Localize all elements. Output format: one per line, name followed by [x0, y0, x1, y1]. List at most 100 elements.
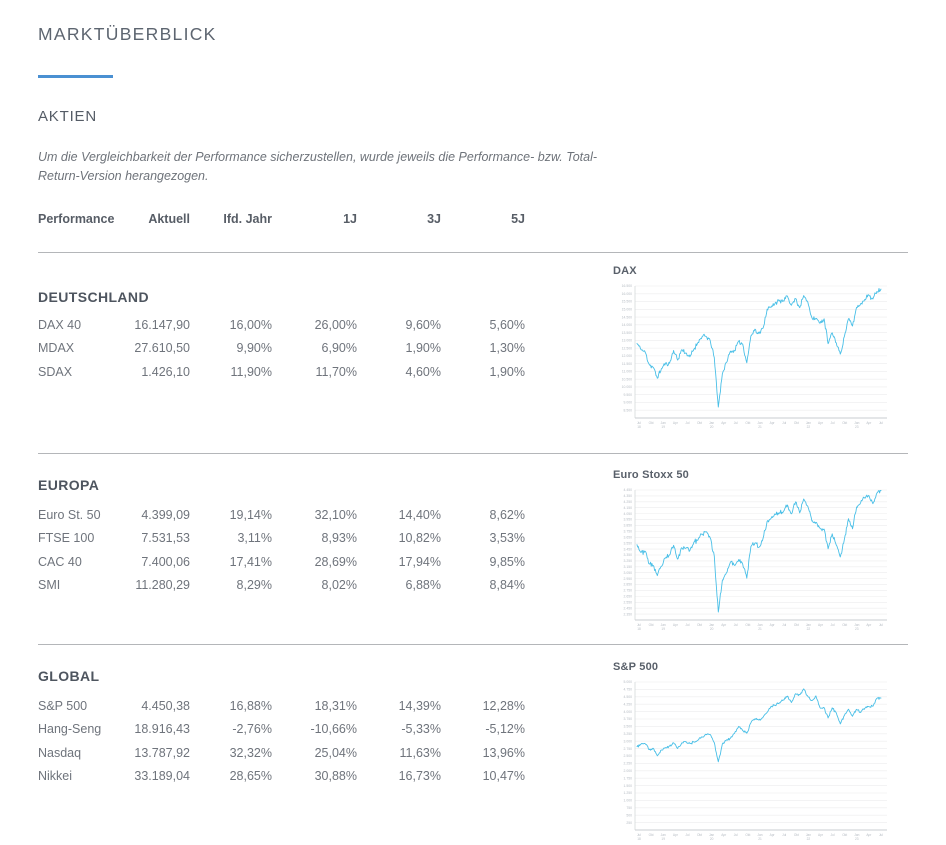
svg-text:Jan: Jan: [854, 421, 859, 425]
row-label: SMI: [38, 578, 61, 593]
col-header-performance: Performance: [38, 212, 115, 226]
cell-ifd-jahr: 28,65%: [229, 769, 272, 784]
svg-text:21: 21: [758, 627, 762, 631]
svg-text:2.650: 2.650: [624, 595, 633, 599]
svg-text:3.350: 3.350: [624, 553, 633, 557]
svg-text:Apr: Apr: [770, 421, 776, 425]
svg-text:2.500: 2.500: [624, 754, 633, 758]
page-title: MARKTÜBERBLICK: [38, 24, 217, 44]
cell-1j: -10,66%: [310, 722, 357, 737]
col-header-aktuell: Aktuell: [148, 212, 190, 226]
cell-1j: 18,31%: [314, 699, 357, 713]
svg-text:9.000: 9.000: [624, 401, 633, 405]
svg-text:Jan: Jan: [757, 623, 762, 627]
svg-text:1.750: 1.750: [624, 776, 633, 780]
group-heading-europa: EUROPA: [38, 477, 100, 493]
svg-text:4.750: 4.750: [624, 688, 633, 692]
svg-text:Jan: Jan: [661, 421, 666, 425]
row-label: Nikkei: [38, 769, 73, 784]
svg-text:3.000: 3.000: [624, 739, 633, 743]
title-accent-bar: [38, 75, 113, 78]
svg-text:5.000: 5.000: [624, 680, 633, 684]
svg-text:Apr: Apr: [770, 623, 776, 627]
svg-text:18: 18: [637, 627, 641, 631]
cell-5j: 1,30%: [489, 341, 525, 356]
table-row-cac-40: CAC 40 7.400,06 17,41% 28,69% 17,94% 9,85%: [38, 551, 565, 574]
svg-text:Apr: Apr: [673, 833, 679, 837]
svg-text:1.500: 1.500: [624, 784, 633, 788]
svg-text:Jul: Jul: [782, 833, 786, 837]
svg-text:2.850: 2.850: [624, 583, 633, 587]
svg-text:Jul: Jul: [637, 421, 641, 425]
svg-text:Apr: Apr: [721, 623, 727, 627]
svg-text:Jan: Jan: [806, 623, 811, 627]
row-label: S&P 500: [38, 699, 88, 713]
svg-text:Apr: Apr: [818, 623, 824, 627]
svg-text:Jul: Jul: [879, 421, 883, 425]
svg-text:Apr: Apr: [818, 833, 824, 837]
cell-3j: 17,94%: [398, 554, 441, 569]
cell-3j: 10,82%: [398, 531, 441, 546]
svg-text:3.750: 3.750: [624, 530, 633, 534]
row-label: DAX 40: [38, 318, 82, 332]
svg-text:20: 20: [710, 627, 714, 631]
market-group-deutschland: DEUTSCHLAND DAX 40 16.147,90 16,00% 26,00% 9,…: [38, 252, 908, 453]
svg-text:Jul: Jul: [685, 421, 689, 425]
col-header-5j: 5J: [511, 212, 525, 226]
cell-1j: 28,69%: [314, 554, 357, 569]
svg-text:14.500: 14.500: [622, 315, 632, 319]
svg-text:Okt: Okt: [745, 623, 750, 627]
cell-3j: 9,60%: [405, 318, 441, 332]
svg-text:Okt: Okt: [697, 833, 702, 837]
svg-text:Okt: Okt: [794, 833, 799, 837]
svg-text:Jul: Jul: [637, 623, 641, 627]
aktien-section-heading: AKTIEN: [38, 108, 97, 125]
svg-text:Jan: Jan: [709, 833, 714, 837]
svg-text:12.500: 12.500: [622, 346, 632, 350]
svg-text:3.950: 3.950: [624, 518, 633, 522]
svg-text:Okt: Okt: [697, 623, 702, 627]
table-header-row: Performance Aktuell Ifd. Jahr 1J 3J 5J: [38, 212, 525, 226]
svg-text:11.000: 11.000: [622, 370, 632, 374]
svg-text:Okt: Okt: [842, 421, 847, 425]
col-header-1j: 1J: [343, 212, 357, 226]
group-rows: DAX 40 16.147,90 16,00% 26,00% 9,60% 5,60% MDA…: [38, 314, 565, 384]
svg-text:Jan: Jan: [806, 421, 811, 425]
svg-text:4.350: 4.350: [624, 494, 633, 498]
svg-text:Okt: Okt: [745, 833, 750, 837]
cell-1j: 8,02%: [321, 578, 357, 593]
table-row-nikkei: Nikkei 33.189,04 28,65% 30,88% 16,73% 10,47%: [38, 765, 565, 788]
cell-ifd-jahr: 8,29%: [236, 578, 272, 593]
svg-text:3.250: 3.250: [624, 732, 633, 736]
table-row-nasdaq: Nasdaq 13.787,92 32,32% 25,04% 11,63% 13,96%: [38, 742, 565, 765]
svg-text:2.350: 2.350: [624, 612, 633, 616]
cell-3j: -5,33%: [401, 722, 441, 737]
svg-text:Jan: Jan: [806, 833, 811, 837]
cell-ifd-jahr: 11,90%: [230, 364, 272, 379]
chart-euro-stoxx-50: Euro Stoxx 50 2.350 2.450 2.550 2.650 2.750 2.…: [613, 469, 903, 635]
table-row-s-p-500: S&P 500 4.450,38 16,88% 18,31% 14,39% 12,28%: [38, 695, 565, 718]
cell-5j: 13,96%: [482, 745, 525, 760]
svg-text:4.250: 4.250: [624, 500, 633, 504]
cell-3j: 14,40%: [398, 508, 441, 522]
cell-aktuell: 1.426,10: [141, 364, 190, 379]
svg-text:Jan: Jan: [709, 623, 714, 627]
group-heading-global: GLOBAL: [38, 668, 100, 684]
svg-text:Apr: Apr: [673, 623, 679, 627]
cell-3j: 4,60%: [405, 364, 441, 379]
row-label: FTSE 100: [38, 531, 95, 546]
svg-text:Jul: Jul: [879, 623, 883, 627]
svg-text:21: 21: [758, 425, 762, 429]
svg-text:500: 500: [626, 813, 632, 817]
disclaimer-text: Um die Vergleichbarkeit der Performance …: [38, 150, 598, 183]
cell-aktuell: 4.450,38: [141, 699, 190, 713]
svg-text:2.750: 2.750: [624, 589, 633, 593]
svg-text:3.850: 3.850: [624, 524, 633, 528]
svg-text:3.050: 3.050: [624, 571, 633, 575]
svg-text:4.450: 4.450: [624, 488, 633, 492]
svg-text:19: 19: [661, 425, 665, 429]
svg-text:15.500: 15.500: [622, 300, 632, 304]
svg-text:3.250: 3.250: [624, 559, 633, 563]
svg-text:1.000: 1.000: [624, 799, 633, 803]
